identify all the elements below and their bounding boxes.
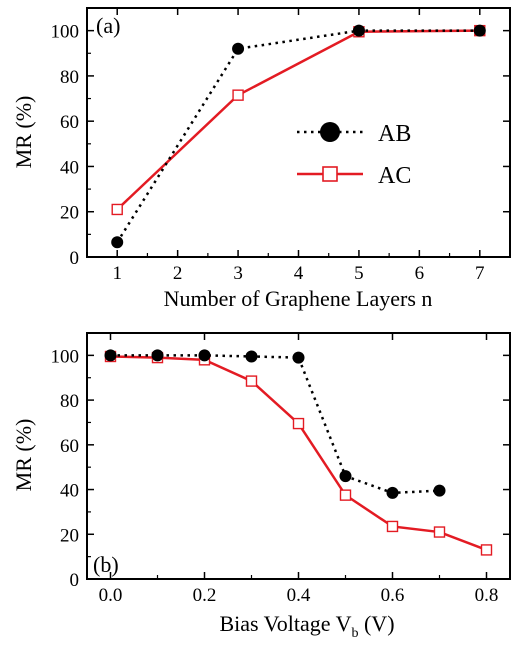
data-point-ab [386,486,399,499]
x-tick-label: 3 [233,263,243,284]
x-axis-title-b-main: Bias Voltage V [219,611,351,636]
data-point-ac [292,417,305,430]
data-point-ab [232,42,245,55]
x-tick-label: 0.2 [193,585,217,606]
y-tick-label: 40 [60,481,79,502]
x-tick-label: 5 [354,263,364,284]
y-tick-label: 100 [51,346,80,367]
x-axis-title-a: Number of Graphene Layers n [164,286,433,311]
series-line-ac [110,355,487,552]
x-tick-label: 7 [475,263,485,284]
y-tick-label: 40 [60,157,79,178]
x-tick-label: 0.6 [381,585,405,606]
data-point-ac [386,520,399,533]
y-axis-title-a: MR (%) [11,96,36,169]
data-point-ac [232,89,244,101]
legend-label-ab: AB [378,121,411,147]
x-tick-label: 0.8 [475,585,499,606]
x-axis-title-b-suffix: (V) [358,611,394,636]
y-tick-label: 80 [60,391,79,412]
x-tick-label: 1 [112,263,122,284]
data-point-ab [473,24,486,37]
data-point-ab [104,349,117,362]
legend: AB AC [297,121,411,189]
x-tick-label: 4 [294,263,304,284]
panel-label-a: (a) [96,13,120,38]
series-line-ac [116,29,480,211]
y-tick-label: 0 [70,248,80,269]
x-axis-title-b: Bias Voltage Vb (V) [219,611,394,641]
x-axis-title-b-subscript: b [351,626,358,641]
series-line-ab [116,29,480,243]
plot-frame-b [86,332,511,580]
y-tick-label: 60 [60,436,79,457]
x-tick-label: 0.0 [99,585,123,606]
data-point-ac [433,526,446,538]
x-tick-label: 2 [173,263,183,284]
data-point-ac [111,203,123,216]
panel-a: (a) MR (%) Number of Graphene Layers n A… [11,7,511,311]
y-tick-label: 20 [60,525,79,546]
data-point-ab [151,349,164,362]
x-tick-label: 6 [415,263,425,284]
data-point-ab [339,470,352,483]
data-point-ab [245,350,258,363]
panel-b: (b) MR (%) Bias Voltage Vb (V) 0.0 0.2 0.4… [11,332,511,641]
data-point-ac [245,375,258,387]
legend-label-ac: AC [378,163,411,189]
legend-marker-ac [322,166,338,182]
y-tick-label: 100 [51,22,80,43]
data-point-ab [433,484,446,497]
panel-label-b: (b) [93,552,119,577]
data-point-ac [339,489,352,501]
data-point-ab [352,24,365,37]
series-line-ab [110,354,440,495]
data-point-ab [111,236,124,249]
y-tick-label: 60 [60,112,79,133]
y-tick-label: 80 [60,67,79,88]
y-tick-label: 0 [70,570,80,591]
data-point-ac [480,544,493,556]
y-axis-title-b: MR (%) [11,419,36,492]
legend-marker-ab [320,122,340,142]
y-tick-label: 20 [60,203,79,224]
data-point-ab [292,351,305,364]
x-tick-label: 0.4 [287,585,311,606]
data-point-ab [198,349,211,362]
